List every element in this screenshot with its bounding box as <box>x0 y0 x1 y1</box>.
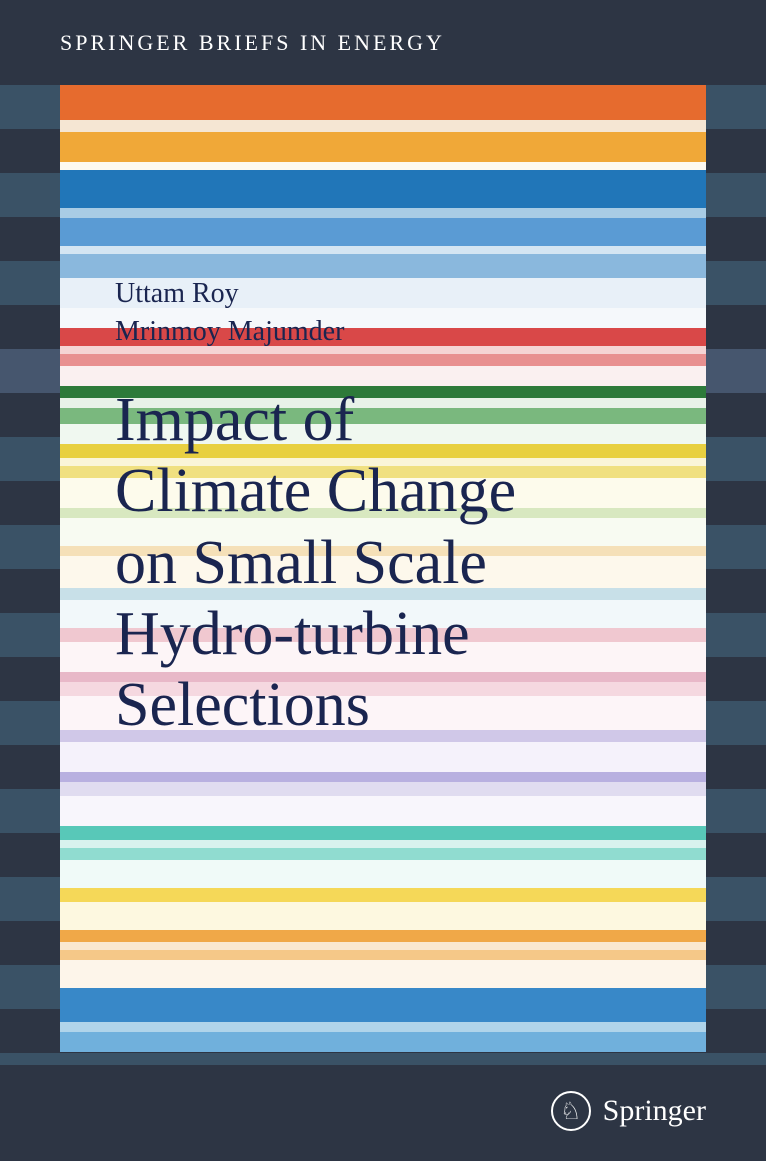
panel-stripe <box>60 218 706 246</box>
book-title: Impact ofClimate Changeon Small ScaleHyd… <box>115 385 516 741</box>
panel-stripe <box>60 960 706 988</box>
title-line: Hydro-turbine <box>115 599 516 670</box>
panel-stripe <box>60 1022 706 1032</box>
panel-stripe <box>60 860 706 888</box>
panel-stripe <box>60 742 706 772</box>
panel-stripe <box>60 840 706 848</box>
springer-horse-icon: ♘ <box>551 1091 591 1131</box>
title-line: Climate Change <box>115 456 516 527</box>
panel-stripe <box>60 826 706 840</box>
panel-stripe <box>60 132 706 162</box>
panel-stripe <box>60 1032 706 1052</box>
panel-stripe <box>60 930 706 942</box>
panel-stripe <box>60 988 706 1022</box>
panel-stripe <box>60 782 706 796</box>
author-name: Uttam Roy <box>115 275 344 313</box>
author-name: Mrinmoy Majumder <box>115 313 344 351</box>
panel-stripe <box>60 772 706 782</box>
title-line: Selections <box>115 670 516 741</box>
panel-stripe <box>60 902 706 930</box>
title-line: Impact of <box>115 385 516 456</box>
panel-stripe <box>60 170 706 208</box>
publisher-block: ♘ Springer <box>551 1091 706 1131</box>
panel-stripe <box>60 942 706 950</box>
panel-stripe <box>60 848 706 860</box>
panel-stripe <box>60 354 706 366</box>
panel-stripe <box>60 246 706 254</box>
panel-stripe <box>60 120 706 132</box>
panel-stripe <box>60 85 706 120</box>
panel-stripe <box>60 208 706 218</box>
panel-stripe <box>60 366 706 386</box>
publisher-name: Springer <box>603 1094 706 1128</box>
authors-block: Uttam RoyMrinmoy Majumder <box>115 275 344 351</box>
panel-stripe <box>60 796 706 826</box>
panel-stripe <box>60 162 706 170</box>
panel-stripe <box>60 888 706 902</box>
series-title: SPRINGER BRIEFS IN ENERGY <box>60 30 445 56</box>
title-line: on Small Scale <box>115 528 516 599</box>
panel-stripe <box>60 950 706 960</box>
